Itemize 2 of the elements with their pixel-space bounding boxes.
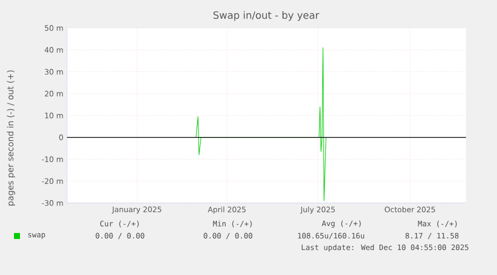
y-axis-title: pages per second in (-) / out (+) — [6, 70, 16, 206]
chart-title: Swap in/out - by year — [213, 11, 320, 21]
